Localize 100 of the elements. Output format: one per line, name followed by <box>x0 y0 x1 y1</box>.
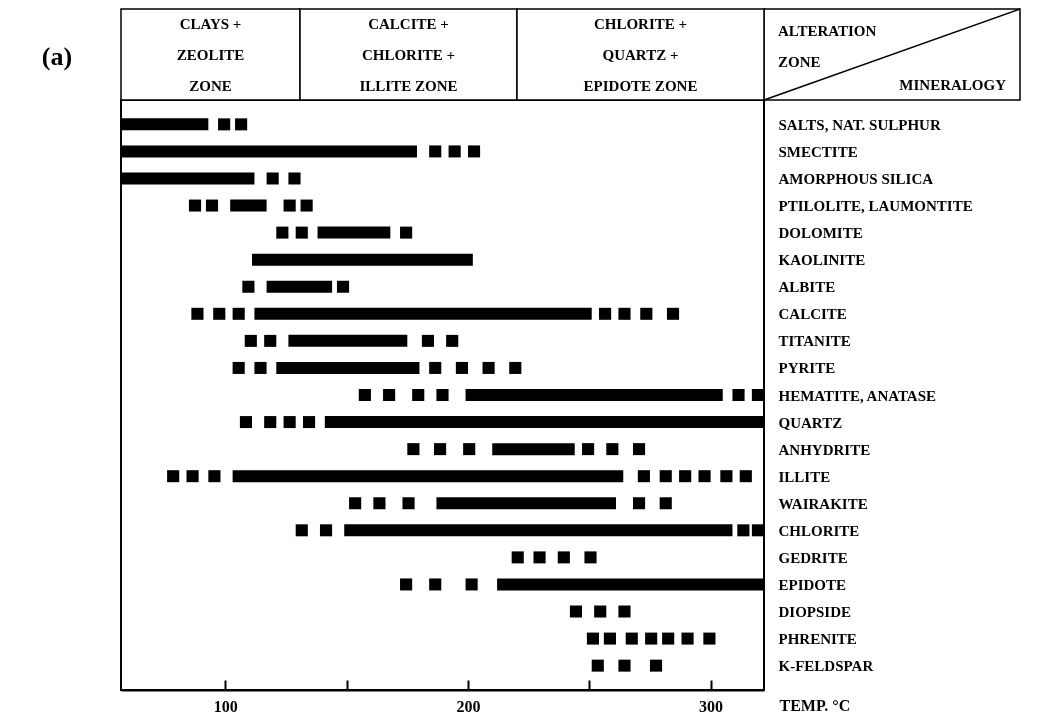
bar <box>618 659 631 672</box>
y-tick-label: GEDRITE <box>778 549 848 566</box>
bar <box>448 145 461 158</box>
bar <box>276 361 420 374</box>
x-tick-label: 200 <box>456 697 481 715</box>
bar <box>266 172 279 185</box>
bar <box>232 470 624 483</box>
bar <box>254 307 592 320</box>
bar <box>167 470 180 483</box>
y-tick-label: AMORPHOUS SILICA <box>778 170 934 187</box>
bar <box>288 172 301 185</box>
bar <box>186 470 199 483</box>
bar <box>358 389 371 401</box>
bar <box>681 632 694 645</box>
bar <box>632 443 646 456</box>
y-tick-label: ALBITE <box>778 279 836 296</box>
bar <box>208 470 221 483</box>
y-tick-label: K-FELDSPAR <box>778 658 874 675</box>
bar <box>603 632 616 645</box>
bar <box>218 118 231 131</box>
bar <box>698 470 711 483</box>
bar <box>637 470 650 483</box>
bar <box>205 199 219 212</box>
bar <box>239 416 253 429</box>
bar <box>436 497 616 510</box>
x-tick-label: 100 <box>213 697 238 715</box>
bar <box>230 199 267 212</box>
y-tick-label: CALCITE <box>778 306 847 323</box>
bar <box>662 632 675 645</box>
bar <box>632 497 646 510</box>
bar <box>737 524 750 537</box>
bar <box>492 443 575 456</box>
bar <box>266 280 333 293</box>
bar <box>283 199 296 212</box>
bar <box>283 416 296 429</box>
x-axis-title: TEMP. °C <box>779 696 851 714</box>
bar <box>232 307 245 320</box>
y-tick-label: DIOPSIDE <box>778 604 852 621</box>
bar <box>264 334 277 347</box>
bar <box>429 145 442 158</box>
bar <box>252 253 473 266</box>
text: (a) <box>41 42 73 71</box>
y-tick-label: ILLITE <box>778 468 831 485</box>
bar <box>407 443 420 456</box>
bar <box>679 470 692 483</box>
bar <box>599 307 612 320</box>
y-axis-title: MINERALOGY <box>899 77 1007 93</box>
bar <box>465 578 478 591</box>
bar <box>533 551 546 564</box>
bar <box>429 578 442 591</box>
bar <box>302 416 316 429</box>
bar <box>732 389 745 401</box>
bar <box>373 497 386 510</box>
bar <box>645 632 658 645</box>
bar <box>509 361 522 374</box>
bar <box>295 226 308 239</box>
bar <box>191 307 204 320</box>
bar <box>455 361 468 374</box>
bar <box>666 307 680 320</box>
y-tick-label: SALTS, NAT. SULPHUR <box>778 116 941 133</box>
bar <box>349 497 362 510</box>
bar <box>511 551 524 564</box>
y-tick-label: PHRENITE <box>778 631 857 648</box>
bar <box>659 497 672 510</box>
y-tick-label: ANHYDRITE <box>778 441 871 458</box>
bar <box>606 443 619 456</box>
bar <box>242 280 255 293</box>
bar <box>336 280 350 293</box>
y-tick-label: CHLORITE <box>778 522 860 539</box>
bar <box>625 632 638 645</box>
y-tick-label: SMECTITE <box>778 143 858 160</box>
bar <box>300 199 313 212</box>
bar <box>584 551 597 564</box>
bar <box>446 334 459 347</box>
y-tick-label: PYRITE <box>778 360 836 377</box>
bar <box>276 226 289 239</box>
bar <box>557 551 570 564</box>
bar <box>569 605 583 618</box>
y-tick-label: DOLOMITE <box>778 225 863 242</box>
bar <box>288 334 408 347</box>
bar <box>594 605 607 618</box>
bar <box>465 389 723 401</box>
bar <box>412 389 425 401</box>
bar <box>467 145 481 158</box>
bar <box>463 443 476 456</box>
y-tick-label: EPIDOTE <box>778 576 847 593</box>
text: CHLORITE + QUARTZ + EPIDOTE ZONE <box>583 16 698 94</box>
bar <box>317 226 391 239</box>
bar <box>649 659 663 672</box>
bar <box>295 524 308 537</box>
bar <box>402 497 415 510</box>
bar <box>383 389 396 401</box>
bar <box>640 307 653 320</box>
bar <box>400 226 413 239</box>
bar <box>659 470 672 483</box>
text: ALTERATION ZONE <box>778 23 877 70</box>
bar <box>188 199 202 212</box>
bar <box>235 118 248 131</box>
text: CALCITE + CHLORITE + ILLITE ZONE <box>359 16 458 94</box>
bar <box>720 470 733 483</box>
